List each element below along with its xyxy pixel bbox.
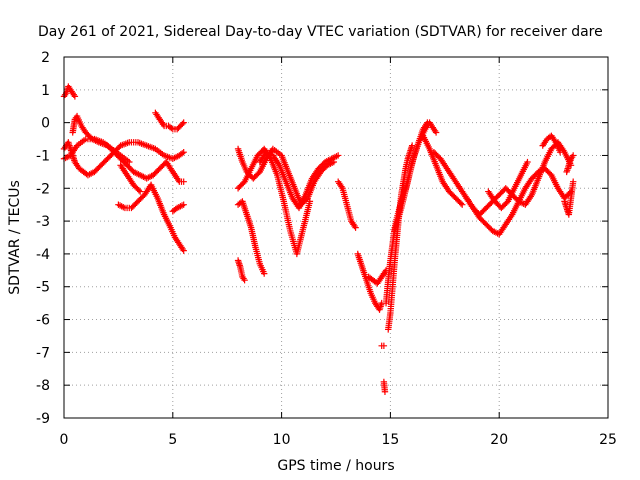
y-tick-label: 0 [41, 116, 50, 132]
plus-marks [234, 145, 314, 258]
plus-marks [169, 201, 187, 215]
plus-marks [152, 109, 187, 133]
y-tick-label: -8 [36, 378, 50, 394]
x-tick-label: 0 [60, 432, 69, 448]
y-tick-label: -3 [36, 214, 50, 230]
plus-marks [354, 250, 385, 313]
series-track-b [60, 83, 79, 100]
y-tick-label: -9 [36, 411, 50, 427]
series-track-m [234, 145, 314, 258]
plus-marks [561, 178, 577, 218]
plus-marks [391, 119, 440, 235]
plus-marks [539, 132, 564, 156]
plus-marks [234, 198, 268, 277]
series-track-n [256, 148, 342, 212]
x-tick-label: 15 [381, 432, 399, 448]
y-tick-label: -1 [36, 148, 50, 164]
y-tick-label: -2 [36, 181, 50, 197]
series-track-i [169, 201, 187, 215]
plus-marks [256, 148, 342, 212]
plus-marks [419, 132, 466, 208]
series-track-ac [563, 152, 577, 176]
series-track-h [147, 181, 187, 254]
plot-frame [63, 56, 609, 419]
series-track-s [380, 378, 389, 395]
plus-marks [485, 158, 531, 212]
chart-title: Day 261 of 2021, Sidereal Day-to-day VTE… [38, 24, 603, 40]
series-track-q [365, 267, 390, 287]
x-axis-label: GPS time / hours [277, 458, 394, 474]
plus-marks [365, 267, 390, 287]
x-tick-label: 20 [490, 432, 508, 448]
plus-marks [334, 178, 359, 231]
series-track-k [234, 198, 268, 277]
series-track-r [378, 342, 388, 349]
y-tick-label: -5 [36, 280, 50, 296]
series-track-v [391, 119, 440, 235]
y-tick-label: 1 [41, 83, 50, 99]
y-tick-label: -6 [36, 313, 50, 329]
series-track-ab [561, 178, 577, 218]
plus-marks [115, 181, 155, 212]
series-track-f [117, 162, 144, 195]
series-track-z [485, 158, 531, 212]
y-tick-label: 2 [41, 50, 50, 66]
series-track-u [382, 119, 431, 307]
series-track-e [115, 181, 155, 212]
series-track-p [354, 250, 385, 313]
plus-marks [117, 162, 144, 195]
plus-marks [60, 83, 79, 100]
y-axis-label: SDTVAR / TECUs [7, 180, 23, 295]
plus-marks [382, 119, 431, 307]
series-track-aa [539, 132, 564, 156]
plus-marks [147, 181, 187, 254]
x-tick-label: 5 [168, 432, 177, 448]
plus-marks [380, 378, 389, 395]
series-track-g [152, 109, 187, 133]
series-track-j [234, 257, 248, 284]
series-track-w [419, 132, 466, 208]
gridlines [64, 57, 608, 418]
y-tick-label: -4 [36, 247, 50, 263]
x-tick-label: 25 [599, 432, 617, 448]
plus-marks [563, 152, 577, 176]
plus-marks [378, 342, 388, 349]
x-tick-label: 10 [273, 432, 291, 448]
data-points [60, 83, 577, 395]
plus-marks [234, 257, 248, 284]
y-tick-label: -7 [36, 345, 50, 361]
axis-ticks: 0 5 10 15 20 25 -9 -8 -7 -6 -5 -4 -3 -2 -1 0 1 2 [36, 50, 617, 448]
series-track-o [334, 178, 359, 231]
